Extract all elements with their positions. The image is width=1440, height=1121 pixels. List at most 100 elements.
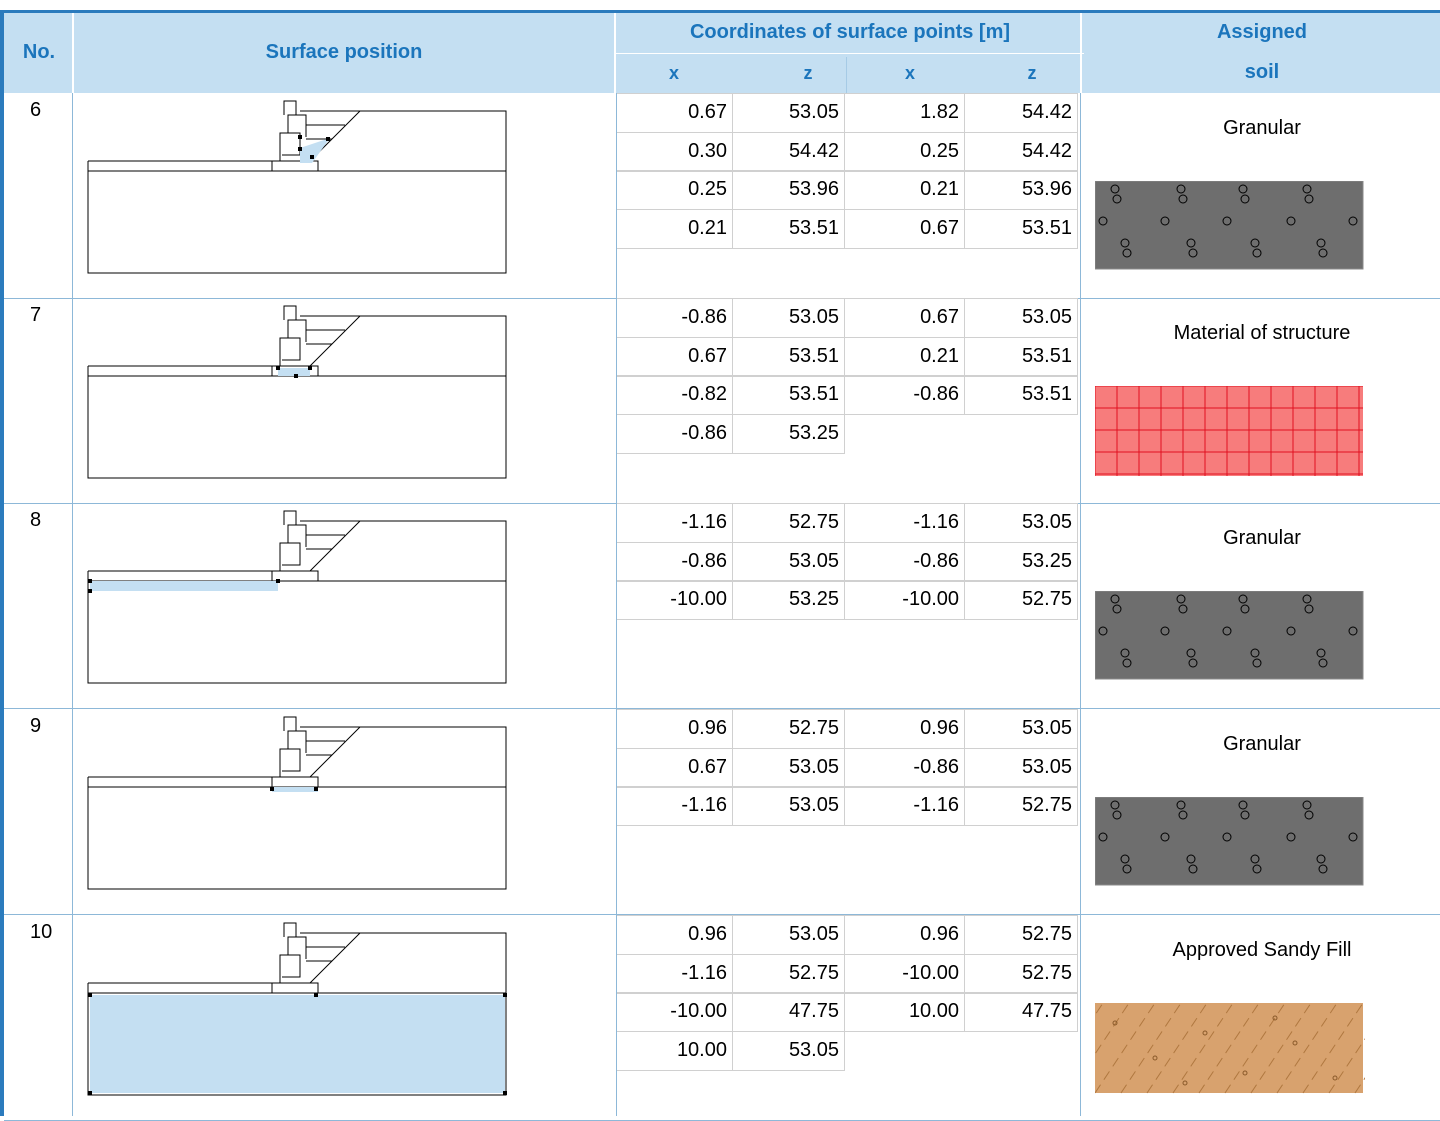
header-no: No. (22, 41, 56, 63)
header-x1: x (668, 63, 679, 83)
coord-cell (965, 503, 1078, 543)
coord-cell (965, 131, 1078, 172)
coord-cell (617, 93, 733, 133)
coord-cell (965, 786, 1078, 826)
coord-z2: 53.25 (1021, 549, 1072, 572)
coord-cell (845, 336, 965, 377)
coord-z1: 54.42 (788, 139, 839, 162)
surface-position-diagram (87, 922, 507, 1096)
coord-z2: 53.51 (1021, 344, 1072, 367)
coord-cell (845, 131, 965, 172)
coord-z1: 53.51 (788, 216, 839, 239)
coord-x1: -0.86 (681, 549, 727, 572)
coord-z1: 53.05 (788, 549, 839, 572)
coord-x1: -10.00 (670, 1000, 727, 1022)
coord-x2: 10.00 (908, 1000, 959, 1022)
coord-z2: 53.51 (1021, 383, 1072, 405)
coord-cell (965, 747, 1078, 788)
coord-z2: 47.75 (1021, 1000, 1072, 1022)
coord-z1: 53.05 (788, 306, 839, 328)
col-sep-coords (1080, 93, 1081, 1116)
row-number: 8 (30, 509, 42, 531)
coord-cell (733, 915, 845, 955)
coord-z1: 53.96 (788, 178, 839, 200)
coord-cell (617, 709, 733, 749)
surface-position-diagram (87, 305, 507, 479)
coord-x1: 0.67 (688, 755, 727, 778)
coord-cell (617, 747, 733, 788)
soil-pattern-swatch (1095, 591, 1364, 680)
row-number: 6 (30, 99, 42, 121)
coord-cell (965, 93, 1078, 133)
coord-cell (845, 298, 965, 338)
soil-pattern-swatch (1095, 1003, 1365, 1094)
coord-cell (965, 170, 1078, 210)
surface-position-diagram (87, 716, 507, 890)
coord-x2: -0.86 (913, 383, 959, 405)
coord-z2: 52.75 (1021, 794, 1072, 816)
coord-cell (733, 336, 845, 377)
coord-x2: 0.96 (920, 923, 959, 945)
header-soil: soil (1244, 61, 1280, 83)
soil-pattern-swatch (1095, 386, 1363, 476)
coord-cell (733, 992, 845, 1032)
coord-x2: 0.25 (920, 139, 959, 162)
row-number: 7 (30, 304, 42, 326)
coord-z2: 53.05 (1021, 306, 1072, 328)
row-separator (4, 708, 1440, 709)
coord-cell (733, 413, 845, 454)
soil-pattern-swatch (1095, 181, 1364, 270)
header-col-sep-2 (614, 13, 616, 93)
coord-cell (845, 208, 965, 249)
coord-cell (733, 131, 845, 172)
coord-cell (617, 170, 733, 210)
coord-cell (617, 786, 733, 826)
coord-z2: 52.75 (1021, 923, 1072, 945)
coord-cell (733, 375, 845, 415)
coord-x1: -0.86 (681, 306, 727, 328)
coord-cell (845, 1031, 964, 1069)
coord-cell (617, 503, 733, 543)
coord-cell (617, 413, 733, 454)
coord-z2: 53.05 (1021, 511, 1072, 533)
coord-cell (965, 1031, 1077, 1069)
header-surface-position: Surface position (265, 41, 423, 63)
coord-cell (965, 709, 1078, 749)
coord-x2: 0.21 (920, 344, 959, 367)
coord-z1: 52.75 (788, 717, 839, 739)
coord-cell (965, 375, 1078, 415)
coord-cell (733, 1030, 845, 1071)
coord-x1: 0.25 (688, 178, 727, 200)
header-coordinates: Coordinates of surface points [m] (689, 21, 1011, 43)
coord-cell (617, 336, 733, 377)
coord-cell (845, 747, 965, 788)
coord-x2: -1.16 (913, 511, 959, 533)
coord-z1: 53.51 (788, 383, 839, 405)
coord-z1: 52.75 (788, 511, 839, 533)
coord-cell (617, 298, 733, 338)
header-col-sep-3 (1080, 13, 1082, 93)
coord-x2: -1.16 (913, 794, 959, 816)
coord-cell (617, 375, 733, 415)
coord-cell (733, 170, 845, 210)
coord-z1: 53.05 (788, 1038, 839, 1061)
coord-z1: 53.05 (788, 755, 839, 778)
soil-pattern-swatch (1095, 797, 1364, 886)
coord-cell (617, 1030, 733, 1071)
coord-cell (845, 503, 965, 543)
header-col-sep-4 (846, 57, 847, 93)
header-z1: z (803, 63, 813, 83)
coord-cell (733, 541, 845, 582)
coord-x1: -0.86 (681, 421, 727, 444)
coord-x1: -1.16 (681, 794, 727, 816)
coord-z1: 52.75 (788, 961, 839, 984)
coord-x2: 0.96 (920, 717, 959, 739)
coord-cell (733, 747, 845, 788)
coord-cell (845, 953, 965, 994)
coord-z1: 47.75 (788, 1000, 839, 1022)
coord-z2: 53.96 (1021, 178, 1072, 200)
coord-z2: 52.75 (1021, 961, 1072, 984)
top-accent-line (0, 10, 1440, 13)
col-sep-no (72, 93, 73, 1116)
coord-cell (617, 208, 733, 249)
